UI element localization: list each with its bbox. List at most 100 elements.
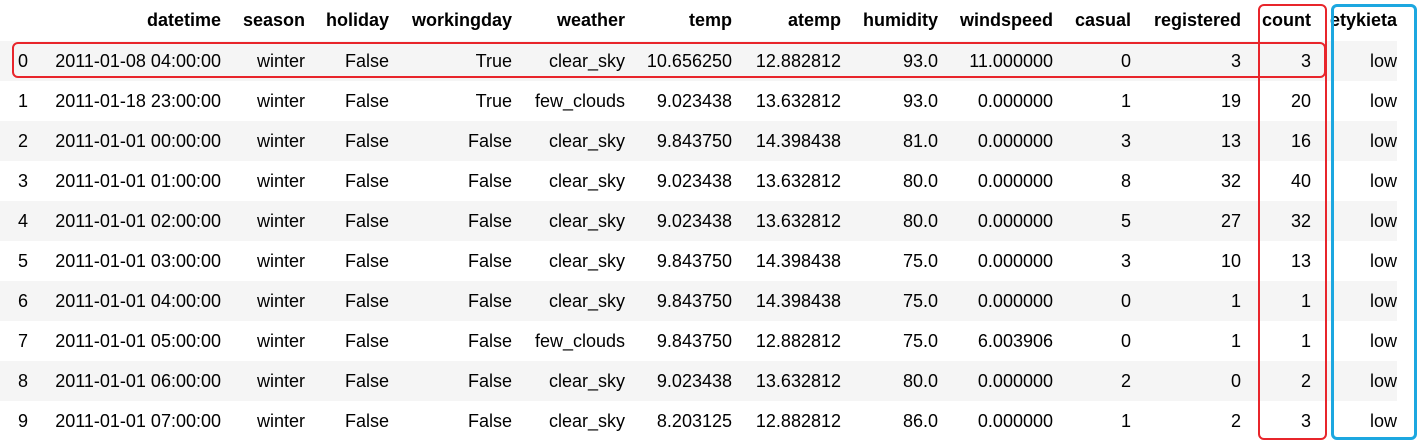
cell-etykieta: low <box>1369 411 1397 431</box>
cell-workingday: False <box>467 171 512 191</box>
cell-count: 20 <box>1290 91 1311 111</box>
cell-count: 1 <box>1300 331 1311 351</box>
cell-datetime: 2011-01-01 02:00:00 <box>55 211 221 231</box>
cell-registered: 32 <box>1220 171 1241 191</box>
cell-etykieta: low <box>1369 91 1397 111</box>
cell-registered: 0 <box>1230 371 1241 391</box>
cell-atemp: 13.632812 <box>755 171 841 191</box>
cell-casual: 8 <box>1120 171 1131 191</box>
cell-workingday: False <box>467 411 512 431</box>
cell-casual: 1 <box>1120 411 1131 431</box>
header-row: datetime season holiday workingday weather te… <box>0 0 1397 41</box>
cell-season: winter <box>256 411 305 431</box>
cell-season: winter <box>256 251 305 271</box>
cell-count: 13 <box>1290 251 1311 271</box>
cell-casual: 0 <box>1120 51 1131 71</box>
cell-temp: 9.023438 <box>656 91 732 111</box>
cell-holiday: False <box>344 51 389 71</box>
cell-count: 3 <box>1300 411 1311 431</box>
cell-casual: 0 <box>1120 331 1131 351</box>
column-header-season: season <box>242 10 305 30</box>
cell-count: 40 <box>1290 171 1311 191</box>
column-header-temp: temp <box>688 10 732 30</box>
cell-registered: 2 <box>1230 411 1241 431</box>
cell-registered: 13 <box>1220 131 1241 151</box>
cell-workingday: False <box>467 131 512 151</box>
cell-datetime: 2011-01-01 03:00:00 <box>55 251 221 271</box>
cell-windspeed: 11.000000 <box>969 51 1053 71</box>
cell-etykieta: low <box>1369 371 1397 391</box>
cell-temp: 9.023438 <box>656 211 732 231</box>
cell-etykieta: low <box>1369 51 1397 71</box>
cell-humidity: 81.0 <box>902 131 938 151</box>
cell-humidity: 75.0 <box>902 331 938 351</box>
cell-registered: 1 <box>1230 291 1241 311</box>
cell-registered: 1 <box>1230 331 1241 351</box>
cell-count: 2 <box>1300 371 1311 391</box>
table-row: 5 2011-01-01 03:00:00 winter False False clea… <box>0 241 1397 281</box>
cell-humidity: 80.0 <box>902 211 938 231</box>
table-row: 7 2011-01-01 05:00:00 winter False False few_… <box>0 321 1397 361</box>
column-header-holiday: holiday <box>325 10 389 30</box>
cell-etykieta: low <box>1369 331 1397 351</box>
cell-weather: clear_sky <box>548 51 625 71</box>
cell-season: winter <box>256 131 305 151</box>
cell-registered: 19 <box>1220 91 1241 111</box>
cell-atemp: 13.632812 <box>755 371 841 391</box>
cell-datetime: 2011-01-01 06:00:00 <box>55 371 221 391</box>
column-header-weather: weather <box>556 10 625 30</box>
cell-windspeed: 0.000000 <box>977 371 1053 391</box>
cell-temp: 9.843750 <box>656 251 732 271</box>
table-row: 4 2011-01-01 02:00:00 winter False False clea… <box>0 201 1397 241</box>
column-header-workingday: workingday <box>411 10 512 30</box>
cell-temp: 8.203125 <box>656 411 732 431</box>
row-index: 1 <box>18 91 29 111</box>
cell-season: winter <box>256 291 305 311</box>
cell-atemp: 12.882812 <box>755 411 841 431</box>
cell-season: winter <box>256 331 305 351</box>
cell-season: winter <box>256 371 305 391</box>
table-row: 2 2011-01-01 00:00:00 winter False False clea… <box>0 121 1397 161</box>
row-index: 3 <box>18 171 29 191</box>
cell-atemp: 14.398438 <box>755 131 841 151</box>
cell-atemp: 13.632812 <box>755 211 841 231</box>
cell-atemp: 14.398438 <box>755 291 841 311</box>
cell-holiday: False <box>344 211 389 231</box>
cell-holiday: False <box>344 331 389 351</box>
cell-holiday: False <box>344 91 389 111</box>
cell-workingday: False <box>467 211 512 231</box>
cell-weather: clear_sky <box>548 371 625 391</box>
cell-weather: clear_sky <box>548 131 625 151</box>
cell-humidity: 80.0 <box>902 171 938 191</box>
cell-temp: 9.843750 <box>656 131 732 151</box>
cell-weather: clear_sky <box>548 251 625 271</box>
row-index: 6 <box>18 291 29 311</box>
cell-holiday: False <box>344 371 389 391</box>
cell-datetime: 2011-01-01 05:00:00 <box>55 331 221 351</box>
cell-windspeed: 0.000000 <box>977 131 1053 151</box>
cell-atemp: 12.882812 <box>755 331 841 351</box>
cell-etykieta: low <box>1369 291 1397 311</box>
cell-season: winter <box>256 171 305 191</box>
cell-datetime: 2011-01-01 00:00:00 <box>55 131 221 151</box>
cell-temp: 9.843750 <box>656 291 732 311</box>
cell-atemp: 14.398438 <box>755 251 841 271</box>
cell-workingday: True <box>475 91 512 111</box>
cell-temp: 9.023438 <box>656 371 732 391</box>
cell-windspeed: 0.000000 <box>977 291 1053 311</box>
cell-season: winter <box>256 91 305 111</box>
cell-datetime: 2011-01-01 07:00:00 <box>55 411 221 431</box>
cell-weather: clear_sky <box>548 211 625 231</box>
cell-weather: clear_sky <box>548 171 625 191</box>
cell-weather: few_clouds <box>534 331 625 351</box>
cell-temp: 10.656250 <box>646 51 732 71</box>
column-header-etykieta: etykieta <box>1329 10 1397 30</box>
row-index: 2 <box>18 131 29 151</box>
column-header-registered: registered <box>1153 10 1241 30</box>
cell-casual: 1 <box>1120 91 1131 111</box>
cell-datetime: 2011-01-01 01:00:00 <box>55 171 221 191</box>
cell-count: 3 <box>1300 51 1311 71</box>
column-header-datetime: datetime <box>146 10 221 30</box>
row-index: 5 <box>18 251 29 271</box>
cell-windspeed: 0.000000 <box>977 251 1053 271</box>
